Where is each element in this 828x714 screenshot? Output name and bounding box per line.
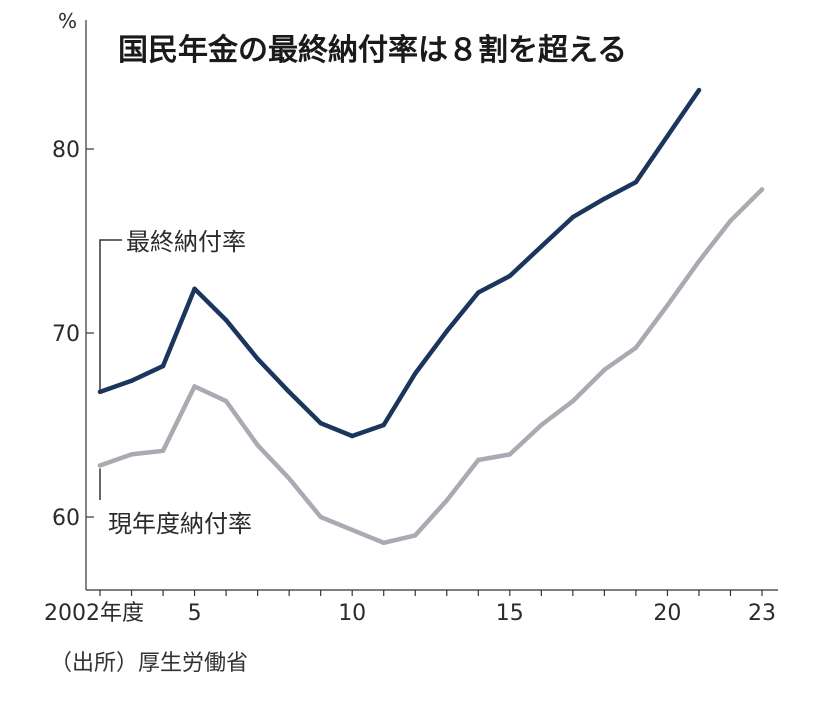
data-point — [665, 133, 670, 139]
data-point — [728, 218, 733, 223]
source-note: （出所）厚生労働省 — [50, 651, 248, 676]
data-point — [633, 179, 639, 185]
data-point — [223, 398, 229, 404]
data-point — [255, 443, 260, 448]
data-point — [349, 433, 355, 439]
data-point — [129, 378, 134, 384]
data-point — [602, 196, 607, 201]
data-point — [381, 422, 386, 428]
data-point — [476, 290, 481, 295]
data-point — [97, 463, 103, 468]
y-tick-label: 70 — [52, 322, 80, 347]
data-point — [696, 259, 702, 264]
y-tick-label: 60 — [52, 506, 80, 531]
data-point — [570, 214, 576, 220]
data-point — [444, 328, 449, 334]
data-point — [160, 363, 166, 369]
data-point — [539, 422, 544, 428]
data-point — [160, 448, 166, 453]
data-point — [507, 273, 513, 279]
data-point — [696, 87, 702, 93]
data-point — [192, 384, 197, 389]
data-point — [223, 317, 229, 323]
data-point — [349, 527, 355, 533]
x-tick-label: 5 — [188, 601, 202, 626]
data-point — [602, 367, 607, 372]
data-point — [539, 244, 544, 249]
data-point — [318, 420, 323, 426]
data-point — [286, 389, 292, 395]
data-point — [507, 452, 513, 457]
series-line-2 — [97, 187, 765, 546]
data-point — [476, 457, 481, 463]
x-tick-label: 20 — [653, 601, 681, 626]
data-point — [129, 452, 134, 457]
data-point — [759, 187, 765, 192]
data-point — [570, 398, 576, 404]
data-point — [318, 514, 323, 520]
data-point — [381, 540, 386, 545]
data-point — [444, 498, 449, 503]
series-label-leader — [99, 239, 122, 392]
data-point — [633, 345, 639, 350]
series-label: 最終納付率 — [126, 228, 246, 256]
data-point — [255, 356, 260, 361]
y-unit-label: % — [58, 9, 77, 33]
data-point — [413, 371, 418, 376]
data-point — [413, 533, 418, 538]
series-label: 現年度納付率 — [108, 510, 252, 538]
x-tick-label: 23 — [748, 601, 776, 626]
x-tick-label: 10 — [338, 601, 366, 626]
data-point — [192, 286, 197, 292]
x-tick-label: 2002年度 — [44, 601, 144, 626]
data-point — [286, 476, 292, 481]
y-tick-label: 80 — [52, 138, 80, 163]
chart-title: 国民年金の最終納付率は８割を超える — [118, 33, 627, 68]
series-line-1 — [97, 87, 702, 439]
x-tick-label: 15 — [496, 601, 524, 626]
data-point — [665, 303, 670, 308]
